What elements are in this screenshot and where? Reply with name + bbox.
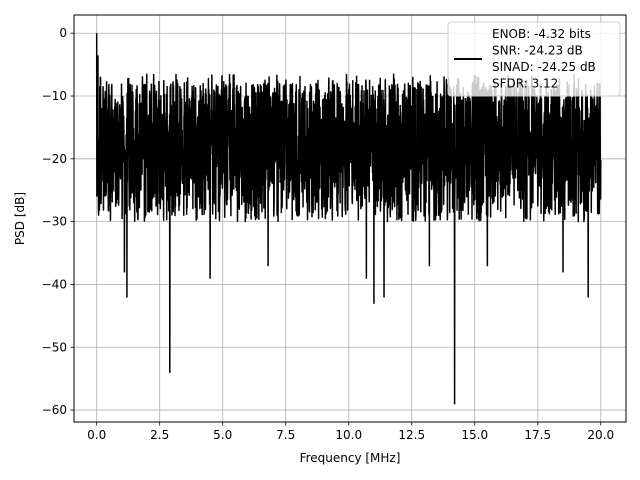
x-tick-label: 15.0 [461,428,488,442]
legend-sinad: SINAD: -24.25 dB [492,60,596,74]
psd-series [95,33,602,405]
y-axis-label: PSD [dB] [13,192,27,245]
y-tick-label: −20 [42,152,67,166]
y-tick-label: −40 [42,277,67,291]
x-tick-label: 10.0 [335,428,362,442]
legend-snr: SNR: -24.23 dB [492,44,583,58]
x-tick-label: 17.5 [524,428,551,442]
y-tick-label: −60 [42,403,67,417]
psd-trace [95,33,602,405]
y-tick-label: 0 [59,26,67,40]
x-axis-ticks: 0.0 2.5 5.0 7.5 10.0 12.5 15.0 17.5 20.0 [87,422,614,442]
legend-box [447,21,621,97]
legend-enob: ENOB: -4.32 bits [492,27,591,41]
y-axis-ticks: 0 −10 −20 −30 −40 −50 −60 [42,26,74,417]
x-tick-label: 12.5 [398,428,425,442]
y-tick-label: −10 [42,89,67,103]
plot-frame [73,14,627,423]
legend-sfdr: SFDR: 3.12 [492,77,558,91]
x-tick-label: 7.5 [276,428,295,442]
legend: ENOB: -4.32 bits SNR: -24.23 dB SINAD: -… [447,21,621,97]
x-tick-label: 2.5 [150,428,169,442]
x-tick-label: 0.0 [87,428,106,442]
x-tick-label: 20.0 [587,428,614,442]
y-tick-label: −50 [42,340,67,354]
x-tick-label: 5.0 [213,428,232,442]
x-axis-label: Frequency [MHz] [300,451,401,465]
y-tick-label: −30 [42,215,67,229]
